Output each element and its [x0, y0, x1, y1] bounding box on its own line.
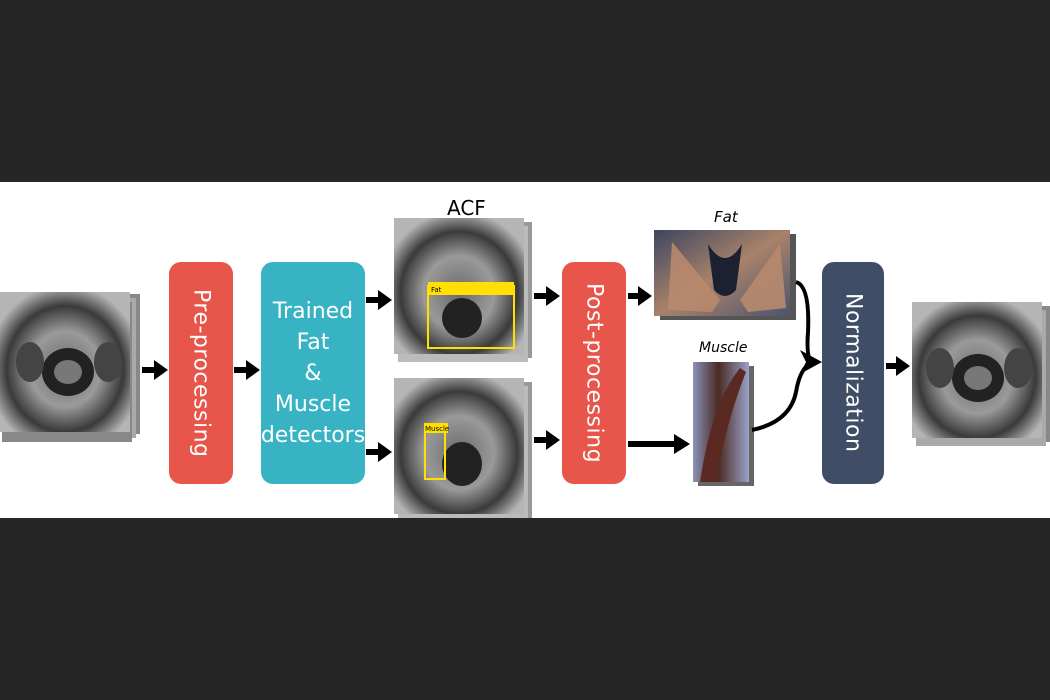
normalization-box: Normalization — [822, 262, 884, 484]
detectors-label-line: & — [304, 360, 322, 386]
acf-title: ACF — [447, 196, 486, 220]
merge-arrowhead-icon — [800, 350, 822, 374]
output-stack-icon — [912, 302, 1050, 446]
normalization-label: Normalization — [840, 293, 866, 453]
postprocessing-box: Post-processing — [562, 262, 626, 484]
preprocessing-box: Pre-processing — [169, 262, 233, 484]
postprocessing-label: Post-processing — [581, 282, 607, 464]
acf-fat-stack-icon: Fat — [394, 218, 532, 362]
arrow-right-icon — [142, 286, 910, 462]
diagram-graphics: Fat Muscle — [0, 218, 1050, 518]
preprocessing-label: Pre-processing — [188, 288, 214, 458]
detectors-label-line: Muscle — [274, 391, 352, 417]
fat-output-label: Fat — [714, 208, 738, 226]
detectors-box: Trained Fat & Muscle detectors — [261, 262, 365, 484]
detectors-label-line: Fat — [296, 329, 330, 355]
muscle-output-label: Muscle — [699, 340, 748, 356]
muscle-box-label: Muscle — [425, 425, 449, 433]
detectors-label-line: detectors — [260, 422, 366, 448]
detectors-label-line: Trained — [272, 298, 354, 324]
input-stack-icon — [0, 292, 140, 442]
fat-box-label: Fat — [431, 286, 442, 294]
fat-output-stack-icon — [654, 230, 796, 320]
acf-muscle-stack-icon: Muscle — [394, 378, 532, 518]
muscle-output-stack-icon — [693, 362, 754, 486]
pipeline-diagram: Pre-processing Trained Fat & Muscle dete… — [0, 182, 1050, 518]
